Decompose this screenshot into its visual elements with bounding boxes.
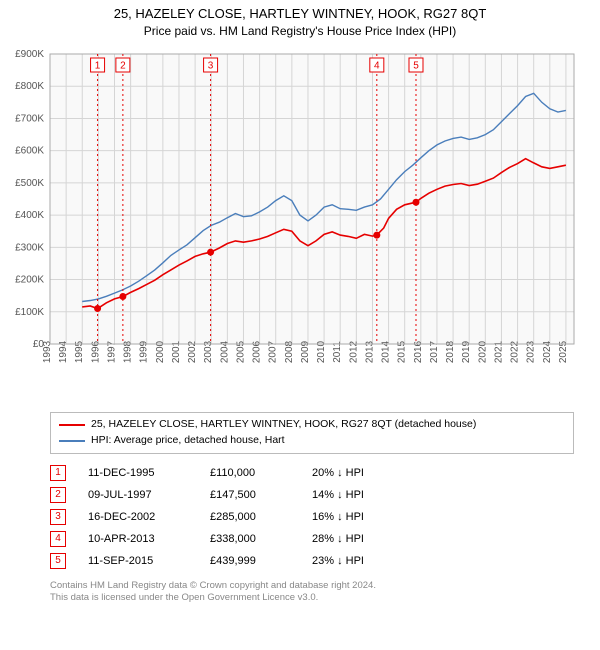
tx-price: £147,500 [210, 489, 290, 501]
svg-text:3: 3 [208, 61, 214, 72]
legend-label: 25, HAZELEY CLOSE, HARTLEY WINTNEY, HOOK… [91, 417, 476, 433]
tx-price: £110,000 [210, 467, 290, 479]
svg-text:£300K: £300K [15, 242, 44, 253]
svg-text:£500K: £500K [15, 178, 44, 189]
svg-text:£600K: £600K [15, 146, 44, 157]
tx-marker: 5 [50, 553, 66, 569]
tx-date: 16-DEC-2002 [88, 511, 188, 523]
page-title: 25, HAZELEY CLOSE, HARTLEY WINTNEY, HOOK… [0, 0, 600, 21]
svg-text:5: 5 [413, 61, 419, 72]
tx-diff: 20% ↓ HPI [312, 467, 402, 479]
legend-swatch [59, 424, 85, 426]
table-row: 1 11-DEC-1995 £110,000 20% ↓ HPI [50, 462, 574, 484]
tx-marker: 1 [50, 465, 66, 481]
legend-row: 25, HAZELEY CLOSE, HARTLEY WINTNEY, HOOK… [59, 417, 565, 433]
tx-diff: 16% ↓ HPI [312, 511, 402, 523]
svg-text:£700K: £700K [15, 113, 44, 124]
tx-marker: 4 [50, 531, 66, 547]
svg-text:4: 4 [374, 61, 380, 72]
tx-marker: 3 [50, 509, 66, 525]
page-subtitle: Price paid vs. HM Land Registry's House … [0, 21, 600, 44]
footer-line: This data is licensed under the Open Gov… [50, 592, 574, 605]
legend-label: HPI: Average price, detached house, Hart [91, 433, 285, 449]
attribution-footer: Contains HM Land Registry data © Crown c… [50, 580, 574, 606]
table-row: 4 10-APR-2013 £338,000 28% ↓ HPI [50, 528, 574, 550]
tx-date: 10-APR-2013 [88, 533, 188, 545]
tx-diff: 23% ↓ HPI [312, 555, 402, 567]
svg-text:1: 1 [95, 61, 101, 72]
svg-text:£100K: £100K [15, 307, 44, 318]
chart-legend: 25, HAZELEY CLOSE, HARTLEY WINTNEY, HOOK… [50, 412, 574, 454]
svg-text:£400K: £400K [15, 210, 44, 221]
tx-date: 11-SEP-2015 [88, 555, 188, 567]
svg-text:£800K: £800K [15, 81, 44, 92]
tx-price: £439,999 [210, 555, 290, 567]
price-chart: £0£100K£200K£300K£400K£500K£600K£700K£80… [0, 44, 600, 404]
tx-diff: 14% ↓ HPI [312, 489, 402, 501]
legend-swatch [59, 440, 85, 442]
svg-text:£900K: £900K [15, 49, 44, 60]
svg-text:£200K: £200K [15, 275, 44, 286]
transactions-table: 1 11-DEC-1995 £110,000 20% ↓ HPI 2 09-JUL-199… [50, 462, 574, 572]
tx-diff: 28% ↓ HPI [312, 533, 402, 545]
tx-price: £285,000 [210, 511, 290, 523]
tx-date: 11-DEC-1995 [88, 467, 188, 479]
footer-line: Contains HM Land Registry data © Crown c… [50, 580, 574, 593]
svg-text:2: 2 [120, 61, 126, 72]
table-row: 2 09-JUL-1997 £147,500 14% ↓ HPI [50, 484, 574, 506]
table-row: 3 16-DEC-2002 £285,000 16% ↓ HPI [50, 506, 574, 528]
table-row: 5 11-SEP-2015 £439,999 23% ↓ HPI [50, 550, 574, 572]
tx-marker: 2 [50, 487, 66, 503]
tx-date: 09-JUL-1997 [88, 489, 188, 501]
tx-price: £338,000 [210, 533, 290, 545]
legend-row: HPI: Average price, detached house, Hart [59, 433, 565, 449]
